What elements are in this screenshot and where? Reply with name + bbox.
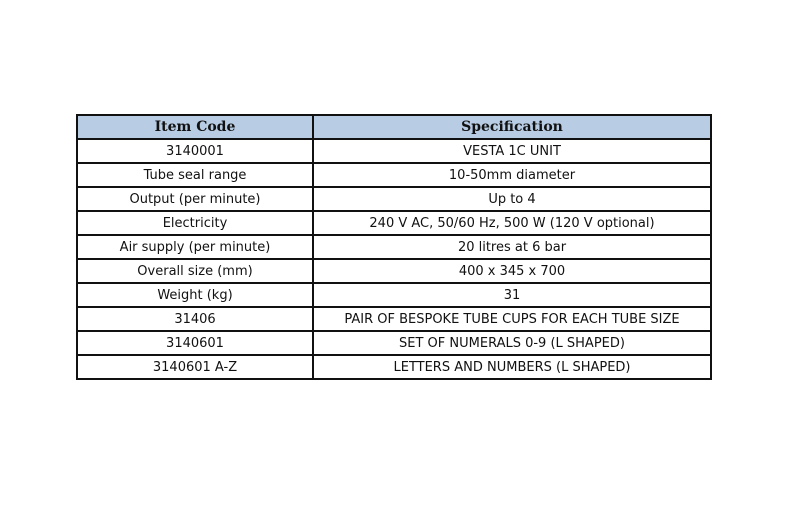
table-row: Output (per minute) Up to 4 [76,186,712,212]
cell-item-code: 31406 [76,306,314,332]
table-row: 3140601 SET OF NUMERALS 0-9 (L SHAPED) [76,330,712,356]
table-row: Electricity 240 V AC, 50/60 Hz, 500 W (12… [76,210,712,236]
table-row: Tube seal range 10-50mm diameter [76,162,712,188]
cell-item-code: Air supply (per minute) [76,234,314,260]
spec-table: Item Code Specification 3140001 VESTA 1C … [76,114,712,380]
header-row: Item Code Specification [76,114,712,140]
table-row: Overall size (mm) 400 x 345 x 700 [76,258,712,284]
cell-item-code: Output (per minute) [76,186,314,212]
cell-specification: LETTERS AND NUMBERS (L SHAPED) [312,354,712,380]
table-row: 3140001 VESTA 1C UNIT [76,138,712,164]
cell-item-code: Overall size (mm) [76,258,314,284]
table-row: Weight (kg) 31 [76,282,712,308]
header-item-code: Item Code [76,114,314,140]
cell-specification: VESTA 1C UNIT [312,138,712,164]
cell-specification: SET OF NUMERALS 0-9 (L SHAPED) [312,330,712,356]
header-specification: Specification [312,114,712,140]
cell-item-code: Weight (kg) [76,282,314,308]
cell-specification: 31 [312,282,712,308]
cell-specification: Up to 4 [312,186,712,212]
table-row: 3140601 A-Z LETTERS AND NUMBERS (L SHAPED… [76,354,712,380]
cell-item-code: 3140601 [76,330,314,356]
cell-item-code: 3140001 [76,138,314,164]
table-row: 31406 PAIR OF BESPOKE TUBE CUPS FOR EACH … [76,306,712,332]
cell-specification: 10-50mm diameter [312,162,712,188]
cell-item-code: Tube seal range [76,162,314,188]
cell-specification: 400 x 345 x 700 [312,258,712,284]
cell-item-code: 3140601 A-Z [76,354,314,380]
cell-item-code: Electricity [76,210,314,236]
cell-specification: 20 litres at 6 bar [312,234,712,260]
cell-specification: 240 V AC, 50/60 Hz, 500 W (120 V optiona… [312,210,712,236]
cell-specification: PAIR OF BESPOKE TUBE CUPS FOR EACH TUBE … [312,306,712,332]
table-row: Air supply (per minute) 20 litres at 6 ba… [76,234,712,260]
